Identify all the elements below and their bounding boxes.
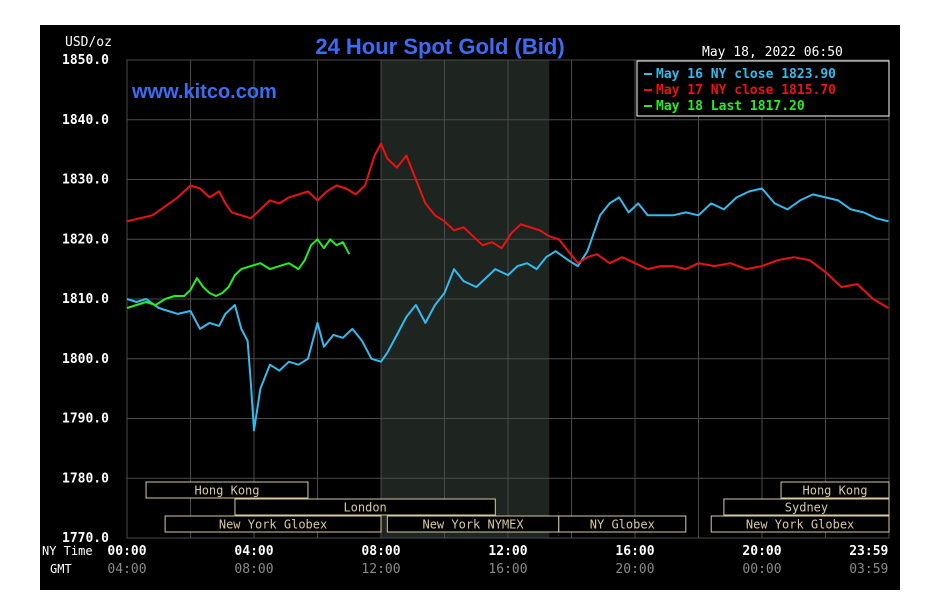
x-row-label-gmt: GMT xyxy=(50,562,72,576)
session-label: Hong Kong xyxy=(803,484,868,498)
session-label: London xyxy=(343,501,386,515)
legend-entry: May 16 NY close 1823.90 xyxy=(656,67,836,82)
session-bar xyxy=(234,498,496,516)
session-bar xyxy=(558,515,687,533)
unit-label: USD/oz xyxy=(65,35,112,50)
session-bars-layer: Hong Kong London New York Globex New York N… xyxy=(145,481,890,533)
legend-box xyxy=(636,60,890,117)
series-line xyxy=(126,187,889,432)
y-tick-label: 1820.0 xyxy=(62,232,109,247)
x-tick-ny: 04:00 xyxy=(234,544,273,559)
x-tick-ny: 08:00 xyxy=(361,544,400,559)
session-bar xyxy=(710,515,890,533)
x-tick-gmt: 03:59 xyxy=(849,562,888,577)
y-tick-label: 1810.0 xyxy=(62,292,109,307)
x-row-label-ny: NY Time xyxy=(42,544,93,558)
axis-labels-layer: 1850.0 1840.0 1830.0 1820.0 1810.0 1800.0 1790… xyxy=(42,53,888,577)
chart-datetime: May 18, 2022 06:50 xyxy=(702,45,843,60)
session-label: NY Globex xyxy=(590,518,655,532)
x-tick-gmt: 00:00 xyxy=(742,562,781,577)
session-bar xyxy=(145,481,309,499)
x-tick-ny: 12:00 xyxy=(488,544,527,559)
session-label: New York Globex xyxy=(219,518,327,532)
x-tick-ny: 16:00 xyxy=(615,544,654,559)
series-line xyxy=(126,142,889,309)
y-tick-label: 1790.0 xyxy=(62,412,109,427)
session-bar xyxy=(723,498,890,516)
x-tick-gmt: 08:00 xyxy=(234,562,273,577)
y-tick-label: 1800.0 xyxy=(62,352,109,367)
x-tick-ny: 00:00 xyxy=(107,544,146,559)
x-tick-gmt: 16:00 xyxy=(488,562,527,577)
grid-layer xyxy=(126,59,890,539)
session-bar xyxy=(164,515,382,533)
session-bar xyxy=(780,481,890,499)
y-tick-label: 1780.0 xyxy=(62,471,109,486)
gold-price-chart: Hong Kong London New York Globex New York N… xyxy=(42,34,890,577)
x-tick-gmt: 12:00 xyxy=(361,562,400,577)
session-label: New York Globex xyxy=(746,518,854,532)
chart-frame: Hong Kong London New York Globex New York N… xyxy=(40,25,900,590)
series-line xyxy=(126,238,351,309)
y-tick-label: 1840.0 xyxy=(62,113,109,128)
session-label: Sydney xyxy=(785,501,828,515)
source-watermark: www.kitco.com xyxy=(131,81,277,103)
legend-entry: May 17 NY close 1815.70 xyxy=(656,83,836,98)
x-tick-ny: 20:00 xyxy=(742,544,781,559)
session-label: Hong Kong xyxy=(194,484,259,498)
series-layer xyxy=(126,142,889,432)
session-label: New York NYMEX xyxy=(422,518,524,532)
y-tick-label: 1830.0 xyxy=(62,173,109,188)
y-tick-label: 1770.0 xyxy=(62,531,109,546)
chart-title: 24 Hour Spot Gold (Bid) xyxy=(315,34,564,59)
x-tick-ny: 23:59 xyxy=(849,544,888,559)
x-tick-gmt: 04:00 xyxy=(107,562,146,577)
legend-entry: May 18 Last 1817.20 xyxy=(656,99,805,114)
y-tick-label: 1850.0 xyxy=(62,53,109,68)
x-tick-gmt: 20:00 xyxy=(615,562,654,577)
